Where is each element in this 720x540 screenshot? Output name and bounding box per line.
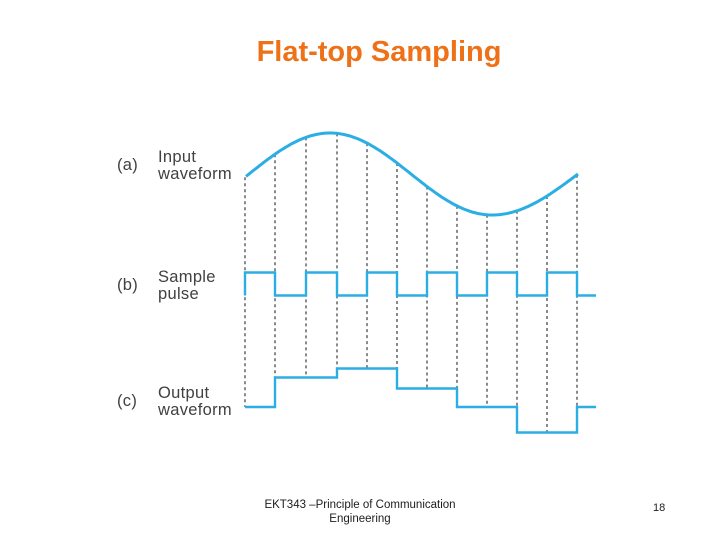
page-number: 18: [653, 502, 666, 514]
footer-course-text: EKT343 –Principle of Communication Engin…: [264, 499, 456, 525]
label-c-tag: (c): [117, 392, 138, 410]
label-sample-pulse: (b) Sample pulse: [117, 269, 216, 303]
label-a-text: Input waveform: [158, 148, 232, 183]
label-b-tag: (b): [117, 276, 139, 294]
label-c-text: Output waveform: [158, 384, 232, 419]
output-staircase: [245, 367, 596, 434]
label-output-waveform: (c) Output waveform: [117, 385, 232, 419]
sample-pulse-train: [243, 271, 596, 297]
label-input-waveform: (a) Input waveform: [117, 149, 232, 183]
input-sine-wave: [245, 131, 579, 217]
label-b-text: Sample pulse: [158, 268, 216, 303]
label-a-tag: (a): [117, 156, 139, 174]
slide-title: Flat-top Sampling: [256, 36, 502, 68]
